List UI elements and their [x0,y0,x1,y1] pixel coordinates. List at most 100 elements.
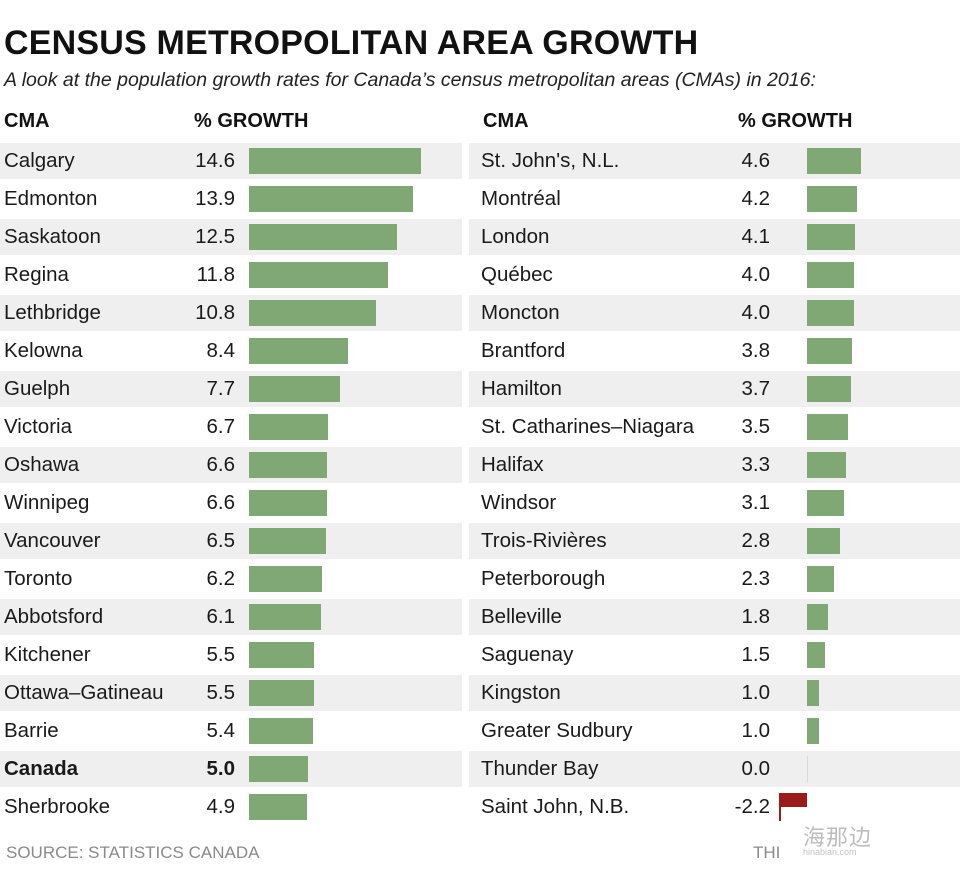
cma-name: Québec [481,263,553,286]
growth-bar [807,300,855,326]
cma-name: Hamilton [481,377,562,400]
cma-name: Lethbridge [4,301,101,324]
cma-name: Halifax [481,453,544,476]
growth-value-label: 1.0 [741,681,771,704]
cma-name: Kelowna [4,339,83,362]
watermark-logo: 海那边 [803,825,873,850]
growth-value-label: 0.0 [741,757,771,780]
left-cma-header: CMA [4,110,50,132]
table-row: Brantford 3.8 [469,333,960,369]
growth-bar [249,642,314,668]
growth-value-label: 3.1 [741,491,771,514]
table-row: Saint John, N.B. -2.2 [469,789,960,825]
growth-value-label: 6.5 [206,529,236,552]
table-row: Québec 4.0 [469,257,960,293]
growth-bar [807,642,825,668]
cma-name: Montréal [481,187,561,210]
growth-bar [249,300,377,326]
chart-title: CENSUS METROPOLITAN AREA GROWTH [4,24,699,62]
growth-bar [807,718,819,744]
growth-value-label: 6.6 [206,453,236,476]
growth-bar [249,186,414,212]
cma-name: Oshawa [4,453,80,476]
growth-value-label: 3.8 [741,339,771,362]
table-row: Oshawa 6.6 [0,447,462,483]
table-row: Kitchener 5.5 [0,637,462,673]
growth-bar [807,528,841,554]
table-row: Thunder Bay 0.0 [469,751,960,787]
growth-value-label: 11.8 [196,263,235,286]
growth-value-label: 4.0 [741,301,771,324]
growth-bar [807,414,849,440]
growth-bar [807,680,819,706]
growth-bar [249,680,314,706]
growth-bar [249,414,329,440]
cma-name: Edmonton [4,187,98,210]
growth-bar [249,376,340,402]
cma-name: Greater Sudbury [481,719,633,742]
cma-name: Toronto [4,567,73,590]
watermark-url: hinabian.com [803,847,857,857]
cma-name: Kingston [481,681,561,704]
growth-value-label: 1.0 [741,719,771,742]
table-row: Kelowna 8.4 [0,333,462,369]
cma-name: Sherbrooke [4,795,110,818]
growth-bar [807,376,851,402]
growth-value-label: 12.5 [195,225,235,248]
cma-name: Trois-Rivières [481,529,607,552]
growth-bar [807,338,852,364]
table-row: Guelph 7.7 [0,371,462,407]
growth-value-label: 4.0 [741,263,771,286]
table-row: Trois-Rivières 2.8 [469,523,960,559]
growth-value-label: 4.9 [206,795,236,818]
growth-bar [249,566,323,592]
table-row: Toronto 6.2 [0,561,462,597]
cma-name: Kitchener [4,643,91,666]
table-row: Calgary 14.6 [0,143,462,179]
table-row: Belleville 1.8 [469,599,960,635]
cma-name: Moncton [481,301,560,324]
cma-name: Belleville [481,605,562,628]
growth-bar [807,262,855,288]
table-row: Barrie 5.4 [0,713,462,749]
growth-value-label: 13.9 [195,187,235,210]
cma-name: Winnipeg [4,491,90,514]
growth-value-label: 1.5 [741,643,771,666]
growth-value-label: 5.5 [206,681,236,704]
credit-note: THI [753,843,781,862]
table-row: Peterborough 2.3 [469,561,960,597]
table-row: Sherbrooke 4.9 [0,789,462,825]
growth-bar [807,566,835,592]
growth-bar [807,452,846,478]
growth-bar [807,148,862,174]
growth-value-label: 5.0 [206,757,236,780]
table-row: Lethbridge 10.8 [0,295,462,331]
right-growth-header: % GROWTH [738,110,853,132]
table-row: Hamilton 3.7 [469,371,960,407]
growth-value-label: 5.4 [206,719,236,742]
growth-bar [249,452,327,478]
cma-name: Calgary [4,149,75,172]
cma-name: Peterborough [481,567,606,590]
right-cma-header: CMA [483,110,529,132]
growth-value-label: 4.1 [741,225,771,248]
table-row: Abbotsford 6.1 [0,599,462,635]
table-row: Saguenay 1.5 [469,637,960,673]
growth-value-label: 2.8 [741,529,771,552]
cma-name: Barrie [4,719,59,742]
table-row: Montréal 4.2 [469,181,960,217]
growth-bar [807,224,856,250]
growth-value-label: -2.2 [734,795,770,818]
growth-bar [807,490,844,516]
growth-bar [807,604,829,630]
growth-bar [249,262,389,288]
growth-value-label: 3.3 [741,453,771,476]
left-growth-header: % GROWTH [194,110,309,132]
table-row: Edmonton 13.9 [0,181,462,217]
table-row: London 4.1 [469,219,960,255]
growth-value-label: 7.7 [206,377,236,400]
growth-value-label: 6.6 [206,491,236,514]
growth-value-label: 4.2 [741,187,771,210]
growth-bar [249,718,313,744]
table-row: St. Catharines–Niagara 3.5 [469,409,960,445]
